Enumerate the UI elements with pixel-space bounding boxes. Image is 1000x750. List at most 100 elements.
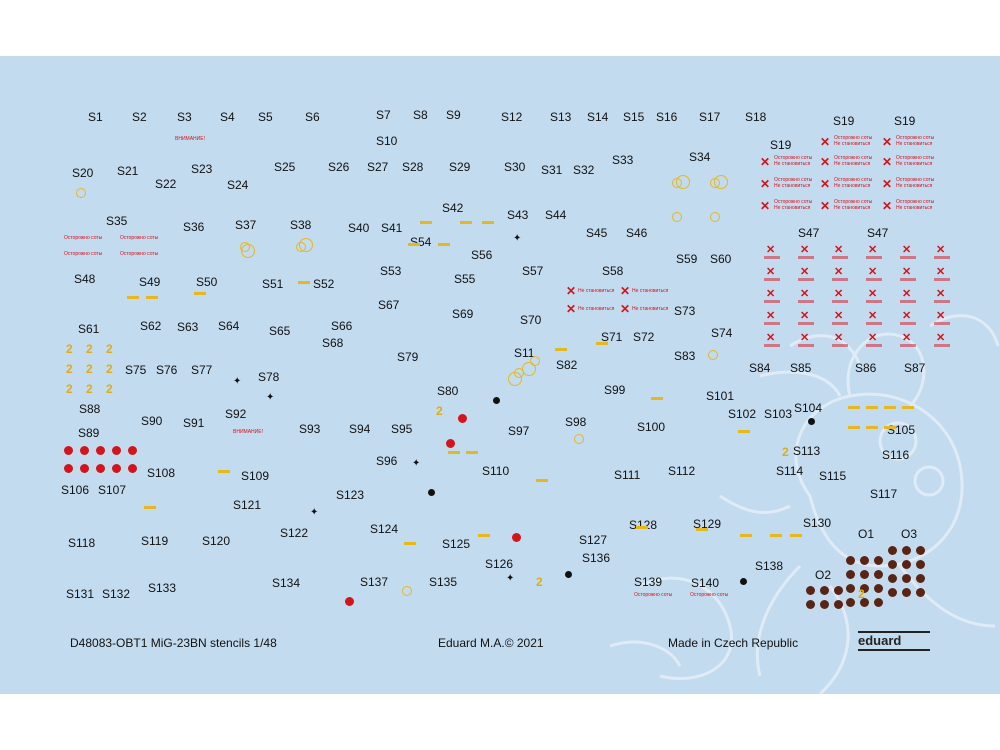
yellow-ring-icon xyxy=(76,188,86,198)
stencil-label: S40 xyxy=(348,221,370,235)
stencil-label: S76 xyxy=(156,363,178,377)
brown-dot xyxy=(834,600,843,609)
stencil-label: S90 xyxy=(141,414,163,428)
no-step-x-icon: ✕ xyxy=(760,199,771,213)
stencil-label: S72 xyxy=(633,330,655,344)
yellow-numeral: 2 xyxy=(106,362,113,376)
stencil-label: S32 xyxy=(573,163,595,177)
no-step-x-icon: ✕ xyxy=(766,332,776,344)
tiny-text xyxy=(764,344,780,347)
copyright: Eduard M.A.© 2021 xyxy=(438,636,544,650)
no-step-x-icon: ✕ xyxy=(902,288,912,300)
yellow-bar xyxy=(298,281,310,284)
no-step-x-icon: ✕ xyxy=(834,288,844,300)
no-step-x-icon: ✕ xyxy=(882,199,893,213)
black-dot xyxy=(428,489,435,496)
red-dot xyxy=(128,446,137,455)
no-step-x-icon: ✕ xyxy=(902,244,912,256)
no-step-x-icon: ✕ xyxy=(882,155,893,169)
black-dot xyxy=(740,578,747,585)
stencil-label: S28 xyxy=(402,160,424,174)
yellow-bar xyxy=(902,406,914,409)
stencil-label: S104 xyxy=(794,401,823,415)
stencil-label: S41 xyxy=(381,221,403,235)
stencil-label: O1 xyxy=(858,527,875,541)
stencil-label: S113 xyxy=(793,444,821,458)
yellow-bar xyxy=(438,243,450,246)
red-dot xyxy=(96,464,105,473)
stencil-label: S59 xyxy=(676,252,698,266)
yellow-bar xyxy=(466,451,478,454)
sheet-title: D48083-OBT1 MiG-23BN stencils 1/48 xyxy=(70,636,277,650)
tiny-text xyxy=(866,322,882,325)
stencil-label: S85 xyxy=(790,361,812,375)
tiny-text xyxy=(934,322,950,325)
yellow-numeral: 2 xyxy=(782,445,789,459)
brown-dot xyxy=(860,584,869,593)
no-step-text: Не становиться xyxy=(774,183,811,189)
no-step-x-icon: ✕ xyxy=(766,266,776,278)
stencil-label: S22 xyxy=(155,177,177,191)
stencil-label: S31 xyxy=(541,163,563,177)
stencil-label: S50 xyxy=(196,275,218,289)
no-step-x-icon: ✕ xyxy=(800,266,810,278)
brown-dot xyxy=(902,560,911,569)
stencil-label: S102 xyxy=(728,407,757,421)
yellow-bar xyxy=(848,406,860,409)
stencil-label: S131 xyxy=(66,587,95,601)
yellow-bar xyxy=(790,534,802,537)
no-step-x-icon: ✕ xyxy=(820,199,831,213)
no-step-x-icon: ✕ xyxy=(868,244,878,256)
stencil-label: S123 xyxy=(336,488,365,502)
brand-rule-top xyxy=(858,631,930,633)
warning-caps-text: ВНИМАНИЕ! xyxy=(175,136,205,142)
yellow-numeral: 2 xyxy=(436,404,443,418)
stencil-label: S14 xyxy=(587,110,609,124)
yellow-bar xyxy=(848,426,860,429)
brown-dot xyxy=(916,560,925,569)
yellow-ring-icon xyxy=(708,350,718,360)
stencil-label: S69 xyxy=(452,307,474,321)
no-step-x-icon: ✕ xyxy=(902,266,912,278)
brown-dot xyxy=(916,546,925,555)
tiny-text xyxy=(900,322,916,325)
stencil-label: S46 xyxy=(626,226,648,240)
tiny-text xyxy=(832,278,848,281)
stencil-label: S9 xyxy=(446,108,461,122)
no-step-text: Не становиться xyxy=(774,161,811,167)
stencil-label: S95 xyxy=(391,422,413,436)
stencil-label: S16 xyxy=(656,110,678,124)
no-step-x-icon: ✕ xyxy=(834,244,844,256)
yellow-bar xyxy=(404,542,416,545)
no-step-x-icon: ✕ xyxy=(800,288,810,300)
stencil-label: S116 xyxy=(882,448,910,462)
stencil-label: S13 xyxy=(550,110,572,124)
stencil-label: S121 xyxy=(233,498,262,512)
no-step-x-icon: ✕ xyxy=(834,266,844,278)
yellow-bar xyxy=(408,243,420,246)
cross-marker-icon: ✦ xyxy=(266,392,275,403)
stencil-label: S133 xyxy=(148,581,177,595)
yellow-bar xyxy=(651,397,663,400)
stencil-label: S137 xyxy=(360,575,389,589)
brown-dot xyxy=(846,598,855,607)
no-step-x-icon: ✕ xyxy=(868,266,878,278)
stencil-label: S43 xyxy=(507,208,529,222)
stencil-label: S47 xyxy=(798,226,820,240)
stencil-label: S139 xyxy=(634,575,663,589)
red-dot xyxy=(96,446,105,455)
no-step-text: Не становиться xyxy=(578,306,615,312)
stencil-label: S58 xyxy=(602,264,624,278)
yellow-bar xyxy=(146,296,158,299)
stencil-label: S119 xyxy=(141,534,169,548)
stencil-label: S78 xyxy=(258,370,280,384)
tiny-text xyxy=(900,278,916,281)
stencil-label: S73 xyxy=(674,304,696,318)
brown-dot xyxy=(874,598,883,607)
stencil-label: S106 xyxy=(61,483,90,497)
stencil-label: S57 xyxy=(522,264,544,278)
warning-red-text: Осторожно соты xyxy=(834,135,873,141)
brown-dot xyxy=(846,556,855,565)
yellow-numeral: 2 xyxy=(858,587,865,601)
brown-dot xyxy=(806,586,815,595)
